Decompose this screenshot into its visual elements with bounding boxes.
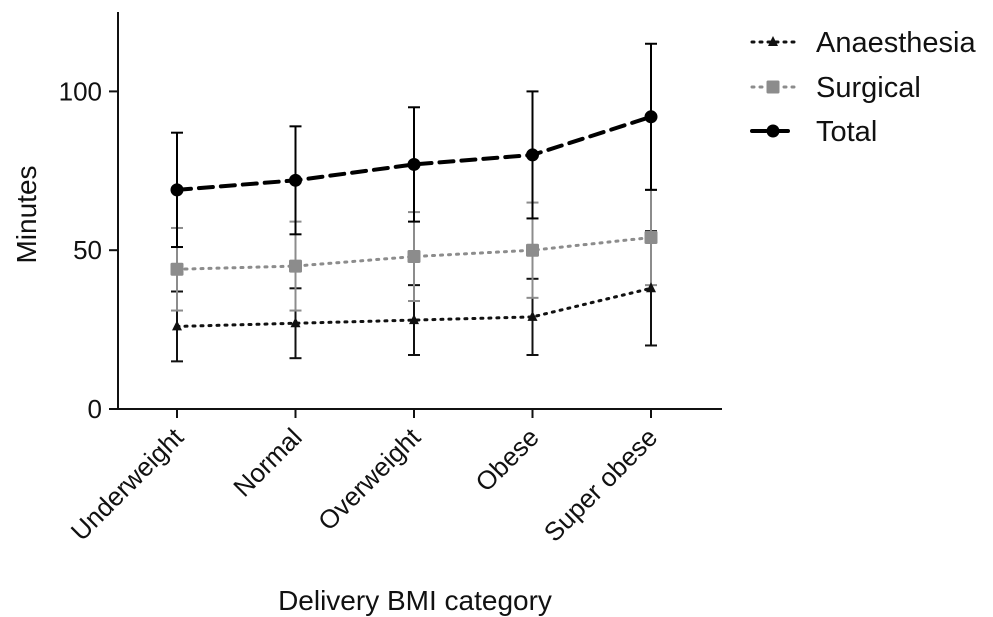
data-point bbox=[407, 250, 421, 264]
data-point bbox=[526, 243, 539, 257]
series-total-errorbars bbox=[171, 42, 657, 249]
y-axis-title: Minutes bbox=[11, 165, 42, 263]
axes: 0 50 100 Underweight Normal Overweight ObeseSu… bbox=[59, 12, 722, 548]
plot-area bbox=[170, 42, 658, 363]
legend-swatch-marker bbox=[766, 124, 780, 138]
legend-label: Surgical bbox=[816, 72, 921, 104]
data-point bbox=[289, 173, 302, 187]
x-tick-label: Obese bbox=[469, 422, 544, 497]
x-tick-label: Underweight bbox=[65, 421, 190, 546]
legend-label: Total bbox=[816, 116, 877, 148]
data-point bbox=[409, 314, 419, 325]
y-tick-label: 50 bbox=[73, 235, 102, 265]
x-tick-label: Normal bbox=[227, 422, 307, 502]
data-point bbox=[407, 157, 421, 171]
data-point bbox=[527, 310, 538, 321]
data-point bbox=[170, 262, 184, 276]
series-surgical-points bbox=[170, 230, 658, 276]
data-point bbox=[646, 282, 656, 293]
data-point bbox=[644, 110, 658, 124]
series-anaesthesia-line bbox=[175, 286, 653, 328]
legend-label: Anaesthesia bbox=[816, 27, 976, 59]
legend-swatch-marker bbox=[766, 80, 780, 94]
data-point bbox=[289, 259, 302, 273]
legend: Anaesthesia Surgical Total bbox=[750, 27, 976, 148]
legend-item-anaesthesia: Anaesthesia bbox=[750, 27, 976, 59]
data-point bbox=[172, 320, 182, 331]
data-point bbox=[644, 230, 658, 244]
series-total-line bbox=[175, 114, 653, 192]
series-total-points bbox=[170, 110, 658, 197]
series-anaesthesia-points bbox=[172, 282, 656, 331]
x-axis-title: Delivery BMI category bbox=[278, 585, 552, 616]
x-tick-label: Super obese bbox=[538, 422, 663, 547]
y-tick-label: 0 bbox=[88, 394, 102, 424]
x-tick-label: Overweight bbox=[312, 421, 427, 536]
data-point bbox=[290, 317, 301, 328]
data-point bbox=[170, 183, 184, 197]
data-point bbox=[526, 148, 539, 162]
legend-swatch-marker bbox=[768, 36, 778, 46]
legend-item-surgical: Surgical bbox=[750, 72, 921, 104]
legend-item-total: Total bbox=[750, 116, 877, 148]
y-tick-label: 100 bbox=[59, 76, 102, 106]
series-surgical-line bbox=[175, 235, 653, 271]
